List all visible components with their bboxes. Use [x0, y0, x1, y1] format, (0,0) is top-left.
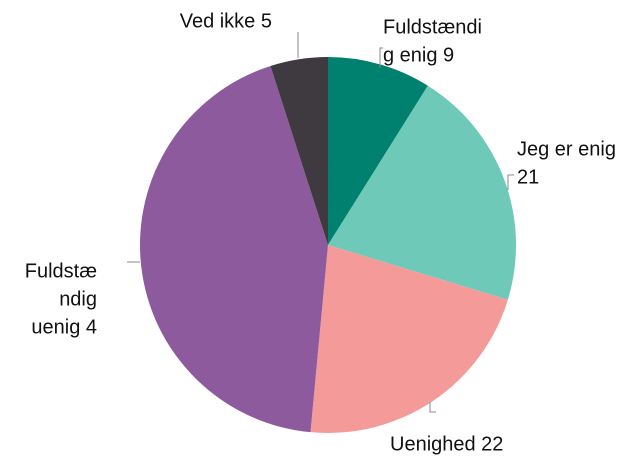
pie-slice [310, 245, 508, 433]
pie-slice [328, 85, 516, 300]
slice-label: Ved ikke 5 [180, 10, 272, 32]
leader-line [429, 402, 436, 413]
pie-slice [328, 57, 428, 245]
leader-line [379, 47, 383, 68]
slice-label: Uenighed 22 [390, 433, 503, 455]
pie-slice [140, 66, 328, 433]
pie-slice [270, 57, 328, 245]
slice-label: Fuldstæ [25, 260, 97, 282]
slice-label: uenig 4 [31, 316, 97, 338]
leader-line [507, 174, 514, 190]
slice-label: Fuldstændi [383, 16, 482, 38]
slice-label: g enig 9 [383, 44, 454, 66]
slice-label: ndig [59, 288, 97, 310]
slice-label: 21 [517, 166, 539, 188]
pie [140, 57, 516, 433]
slice-label: Jeg er enig [517, 138, 616, 160]
